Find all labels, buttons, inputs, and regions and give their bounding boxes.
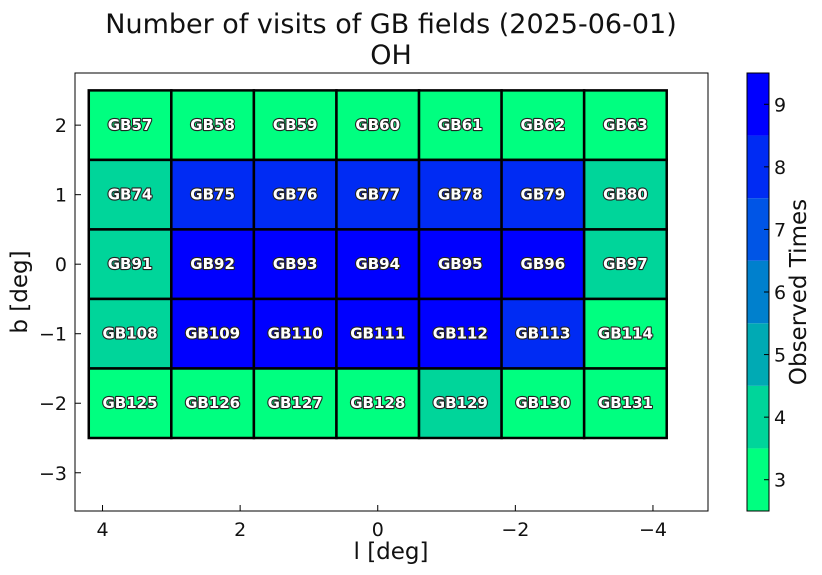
y-axis-label: b [deg]: [7, 250, 33, 333]
colorbar-tick-label: 6: [774, 282, 786, 304]
cell-label: GB61: [438, 116, 483, 134]
cell-label: GB76: [273, 186, 318, 204]
colorbar-segment: [747, 385, 769, 449]
colorbar-segment: [747, 73, 769, 136]
cell-label: GB63: [603, 116, 648, 134]
cell-label: GB114: [598, 325, 653, 343]
colorbar-tick-label: 5: [774, 345, 786, 367]
cell-label: GB111: [350, 325, 405, 343]
colorbar-tick-label: 8: [774, 157, 786, 179]
cell-label: GB75: [190, 186, 235, 204]
cell-label: GB128: [350, 394, 405, 412]
heatmap-cell: [170, 297, 256, 370]
x-tick-label: −2: [501, 519, 529, 541]
heatmap-cell: [252, 367, 338, 440]
heatmap-cell: [252, 228, 338, 301]
colorbar-tick-label: 9: [774, 94, 786, 116]
heatmap-cell: [87, 158, 173, 231]
heatmap-cell: [500, 89, 586, 162]
cell-label: GB93: [273, 255, 318, 273]
cell-label: GB126: [185, 394, 240, 412]
y-tick-label: −3: [39, 463, 67, 485]
cell-label: GB113: [515, 325, 570, 343]
colorbar-segment: [747, 323, 769, 386]
cell-label: GB108: [103, 325, 158, 343]
y-tick-label: −2: [39, 393, 67, 415]
plot-frame: [74, 72, 709, 512]
heatmap-cell: [417, 158, 503, 231]
cell-label: GB80: [603, 186, 648, 204]
cell-label: GB97: [603, 255, 648, 273]
colorbar-segment: [747, 448, 769, 511]
colorbar-segment: [747, 198, 769, 261]
colorbar-tick-label: 4: [774, 407, 786, 429]
heatmap-cell: [335, 89, 421, 162]
heatmap-cells: [87, 89, 668, 440]
cell-label: GB79: [521, 186, 566, 204]
chart-subtitle: OH: [370, 40, 412, 71]
cell-label: GB60: [355, 116, 400, 134]
heatmap-cell: [170, 367, 256, 440]
cell-label: GB127: [268, 394, 323, 412]
cell-label: GB58: [190, 116, 235, 134]
heatmap-cell: [582, 158, 668, 231]
x-axis: 4 2 0 −2 −4: [96, 505, 667, 541]
y-axis: 2 1 0 −1 −2 −3: [39, 115, 81, 485]
cell-label: GB62: [521, 116, 566, 134]
colorbar-segment: [747, 135, 769, 199]
colorbar-tick-label: 7: [774, 219, 786, 241]
heatmap-cell: [87, 367, 173, 440]
x-axis-label: l [deg]: [354, 539, 429, 565]
heatmap-cell: [417, 297, 503, 370]
heatmap-cell: [170, 158, 256, 231]
heatmap-cell: [582, 89, 668, 162]
heatmap-cell: [87, 297, 173, 370]
colorbar-segment: [747, 260, 769, 324]
cell-label: GB57: [108, 116, 153, 134]
colorbar-label: Observed Times: [786, 199, 812, 385]
x-tick-label: 2: [234, 519, 246, 541]
y-tick-label: 0: [55, 254, 67, 276]
cell-label: GB92: [190, 255, 235, 273]
y-tick-label: −1: [39, 324, 67, 346]
y-tick-label: 1: [55, 185, 67, 207]
heatmap-cell: [500, 297, 586, 370]
cell-label: GB130: [515, 394, 570, 412]
cell-labels: GB57 GB58 GB59 GB60 GB61 GB62 GB63 GB74 GB75 GB76…: [101, 115, 654, 413]
cell-label: GB96: [521, 255, 566, 273]
heatmap-cell: [582, 367, 668, 440]
x-tick-label: 0: [372, 519, 384, 541]
heatmap-cell: [170, 228, 256, 301]
chart-title: Number of visits of GB fields (2025-06-0…: [105, 9, 676, 40]
cell-label: GB77: [355, 186, 400, 204]
cell-label: GB78: [438, 186, 483, 204]
cell-label: GB129: [433, 394, 488, 412]
cell-label: GB110: [268, 325, 323, 343]
heatmap-cell: [500, 228, 586, 301]
cell-label: GB112: [433, 325, 488, 343]
colorbar-tick-label: 3: [774, 470, 786, 492]
cell-label: GB109: [185, 325, 240, 343]
heatmap-cell: [335, 158, 421, 231]
colorbar: 3 4 5 6 7 8 9: [746, 72, 786, 512]
cell-label: GB131: [598, 394, 653, 412]
cell-label: GB74: [108, 186, 153, 204]
cell-label: GB59: [273, 116, 318, 134]
cell-label: GB91: [108, 255, 153, 273]
x-tick-label: 4: [96, 519, 108, 541]
cell-label: GB125: [103, 394, 158, 412]
cell-label: GB95: [438, 255, 483, 273]
x-tick-label: −4: [639, 519, 667, 541]
cell-label: GB94: [355, 255, 400, 273]
y-tick-label: 2: [55, 115, 67, 137]
